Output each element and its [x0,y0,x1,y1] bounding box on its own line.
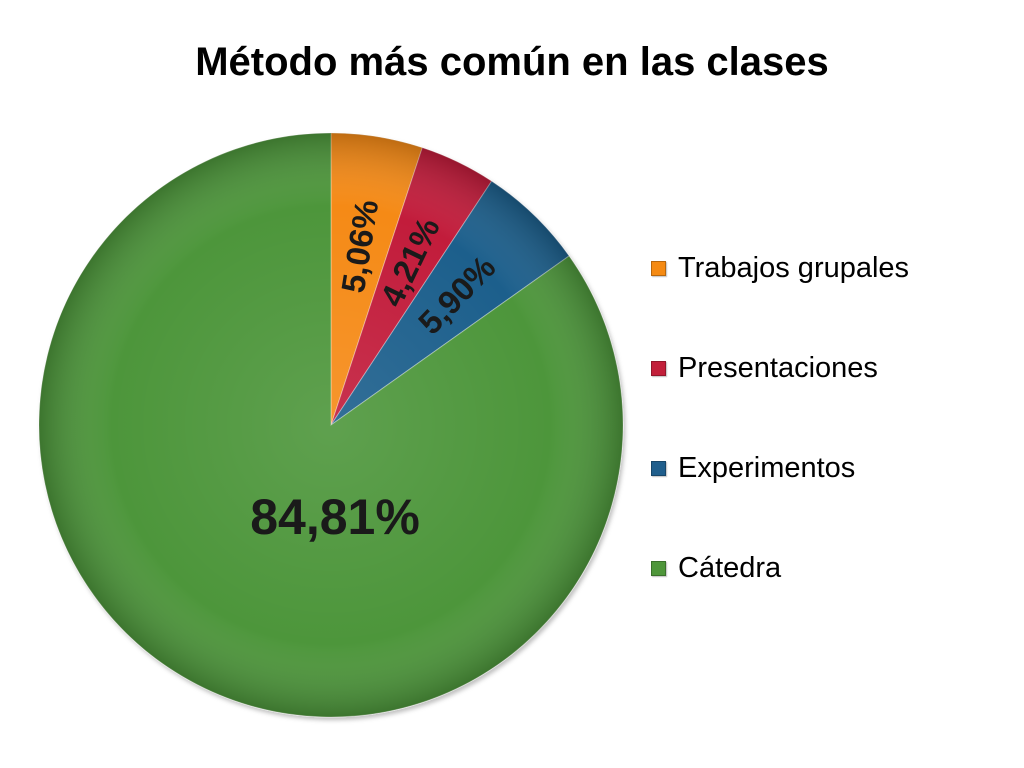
legend: Trabajos grupales Presentaciones Experimen… [651,246,909,646]
legend-item-trabajos-grupales: Trabajos grupales [651,246,909,346]
legend-swatch [651,561,666,576]
legend-label: Cátedra [678,552,782,584]
pie-slices [38,132,624,718]
legend-label: Trabajos grupales [678,252,910,284]
legend-item-experimentos: Experimentos [651,446,909,546]
legend-label: Experimentos [678,452,856,484]
chart-title: Método más común en las clases [195,40,829,84]
legend-swatch [651,361,666,376]
data-label-catedra: 84,81% [250,489,420,545]
legend-label: Presentaciones [678,352,878,384]
legend-item-catedra: Cátedra [651,546,909,646]
legend-swatch [651,461,666,476]
legend-swatch [651,261,666,276]
legend-item-presentaciones: Presentaciones [651,346,909,446]
